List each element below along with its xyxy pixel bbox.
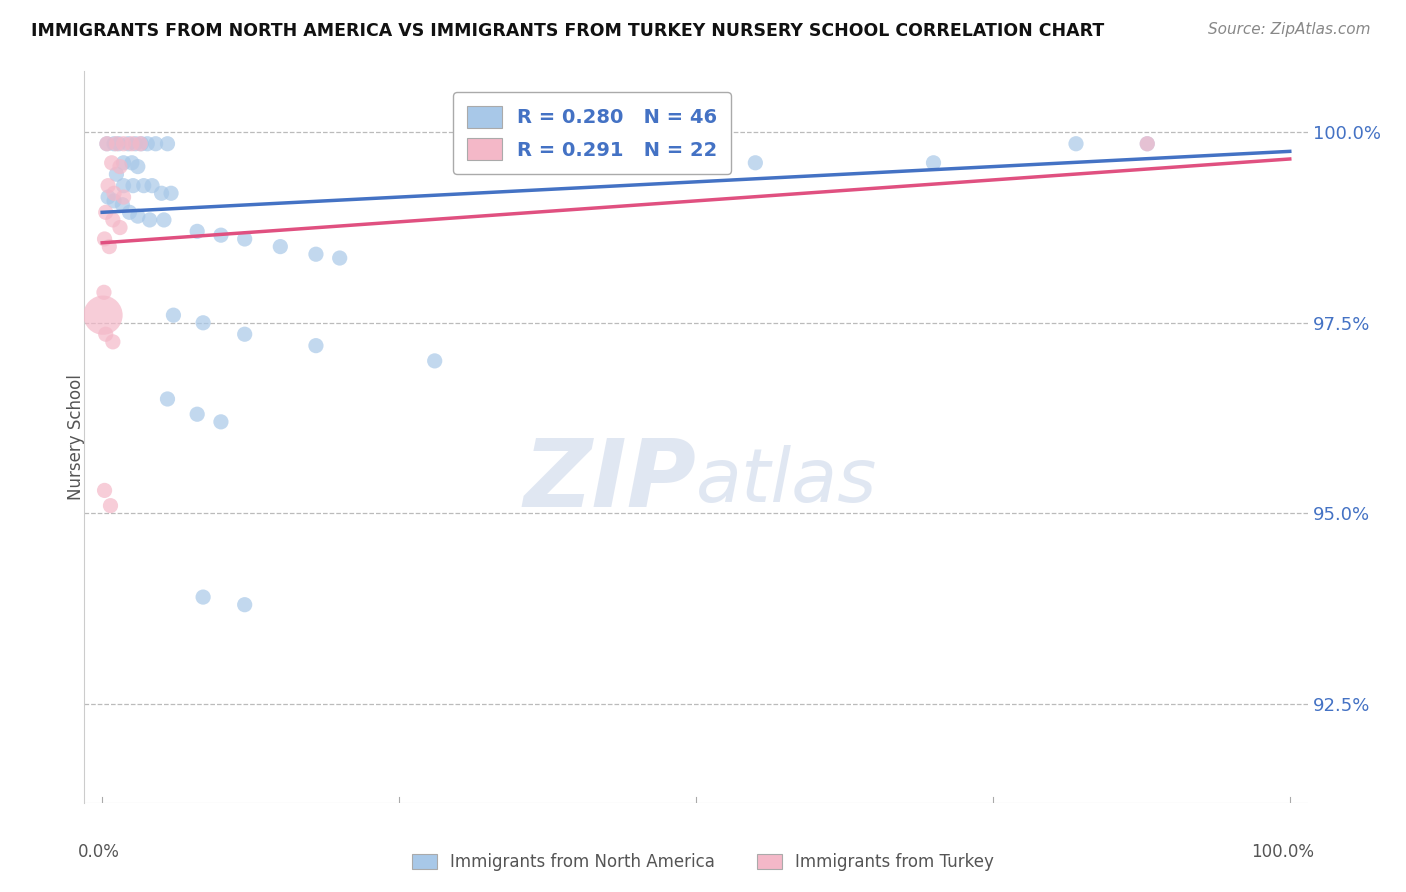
Point [121, 155, 143, 169]
Point [93, 232, 115, 246]
Point [305, 338, 328, 352]
Point [93, 483, 115, 498]
Point [305, 247, 328, 261]
Point [98, 239, 121, 253]
Point [1136, 136, 1159, 151]
Point [141, 178, 163, 193]
Point [91, 308, 114, 322]
Text: IMMIGRANTS FROM NORTH AMERICA VS IMMIGRANTS FROM TURKEY NURSERY SCHOOL CORRELATI: IMMIGRANTS FROM NORTH AMERICA VS IMMIGRA… [31, 22, 1104, 40]
Legend: R = 0.280   N = 46, R = 0.291   N = 22: R = 0.280 N = 46, R = 0.291 N = 22 [453, 92, 731, 174]
Point [127, 209, 149, 223]
Point [744, 155, 766, 169]
Point [101, 334, 124, 349]
Text: 0.0%: 0.0% [79, 843, 120, 861]
Point [329, 251, 352, 265]
Point [107, 136, 129, 151]
Point [103, 136, 125, 151]
Point [209, 415, 232, 429]
Point [127, 160, 149, 174]
Point [233, 598, 256, 612]
Point [96, 136, 118, 151]
Point [186, 407, 208, 421]
Point [1136, 136, 1159, 151]
Point [209, 228, 232, 243]
Point [105, 136, 128, 151]
Point [191, 316, 214, 330]
Point [132, 178, 155, 193]
Point [97, 190, 120, 204]
Text: atlas: atlas [696, 445, 877, 517]
Point [191, 590, 214, 604]
Point [162, 308, 184, 322]
Point [269, 239, 291, 253]
Point [94, 327, 117, 342]
Text: ZIP: ZIP [523, 435, 696, 527]
Point [94, 205, 117, 219]
Point [136, 136, 159, 151]
Point [101, 213, 124, 227]
Legend: Immigrants from North America, Immigrants from Turkey: Immigrants from North America, Immigrant… [404, 845, 1002, 880]
Point [145, 136, 167, 151]
Point [100, 155, 122, 169]
Point [129, 136, 152, 151]
Y-axis label: Nursery School: Nursery School [67, 374, 84, 500]
Point [121, 136, 143, 151]
Point [131, 136, 153, 151]
Point [124, 136, 146, 151]
Point [160, 186, 183, 201]
Point [108, 220, 131, 235]
Point [117, 136, 139, 151]
Text: 100.0%: 100.0% [1251, 843, 1313, 861]
Point [100, 499, 122, 513]
Point [112, 178, 135, 193]
Point [111, 197, 134, 211]
Point [1064, 136, 1087, 151]
Point [153, 213, 176, 227]
Point [96, 136, 118, 151]
Point [103, 194, 125, 208]
Point [233, 327, 256, 342]
Point [122, 178, 145, 193]
Point [112, 190, 135, 204]
Text: Source: ZipAtlas.com: Source: ZipAtlas.com [1208, 22, 1371, 37]
Point [103, 186, 125, 201]
Point [423, 354, 446, 368]
Point [97, 178, 120, 193]
Point [156, 136, 179, 151]
Point [93, 285, 115, 300]
Point [108, 160, 131, 174]
Point [105, 167, 128, 181]
Point [112, 155, 135, 169]
Point [150, 186, 173, 201]
Point [156, 392, 179, 406]
Point [118, 205, 141, 219]
Point [138, 213, 160, 227]
Point [186, 224, 208, 238]
Point [233, 232, 256, 246]
Point [112, 136, 135, 151]
Point [922, 155, 945, 169]
